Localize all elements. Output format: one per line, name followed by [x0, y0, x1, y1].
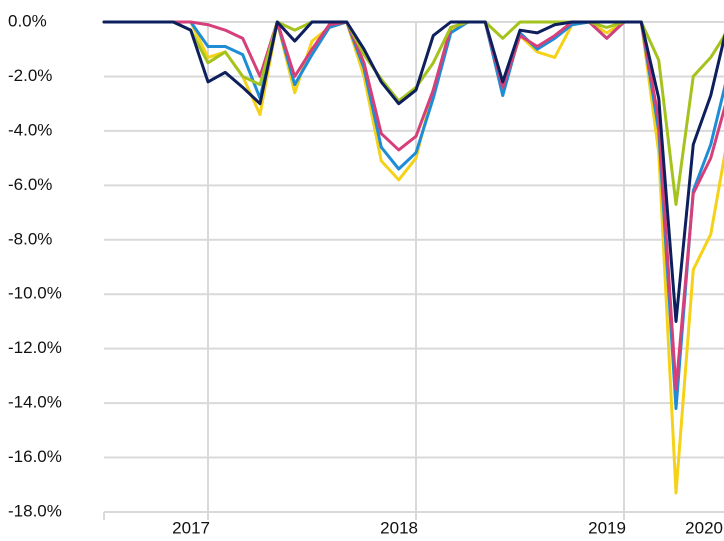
series-line [102, 20, 724, 411]
plot-area [102, 20, 724, 495]
y-tick-label: -8.0% [8, 229, 52, 248]
x-tick-label: 2017 [172, 518, 210, 537]
y-tick-label: -14.0% [8, 393, 62, 412]
y-tick-label: 0.0% [8, 11, 47, 30]
y-tick-label: -6.0% [8, 175, 52, 194]
grid [103, 21, 724, 520]
y-tick-label: -16.0% [8, 447, 62, 466]
y-tick-label: -4.0% [8, 120, 52, 139]
x-tick-label: 2019 [588, 518, 626, 537]
y-tick-label: -2.0% [8, 66, 52, 85]
x-tick-label: 2018 [380, 518, 418, 537]
y-tick-label: -10.0% [8, 284, 62, 303]
series-line [102, 20, 724, 323]
y-tick-label: -12.0% [8, 338, 62, 357]
y-tick-label: -18.0% [8, 501, 62, 520]
axis-labels: 0.0% -2.0% -4.0% -6.0% -8.0% -10.0% -12.0% -14.… [8, 11, 723, 537]
x-tick-label: 2020 [685, 518, 723, 537]
